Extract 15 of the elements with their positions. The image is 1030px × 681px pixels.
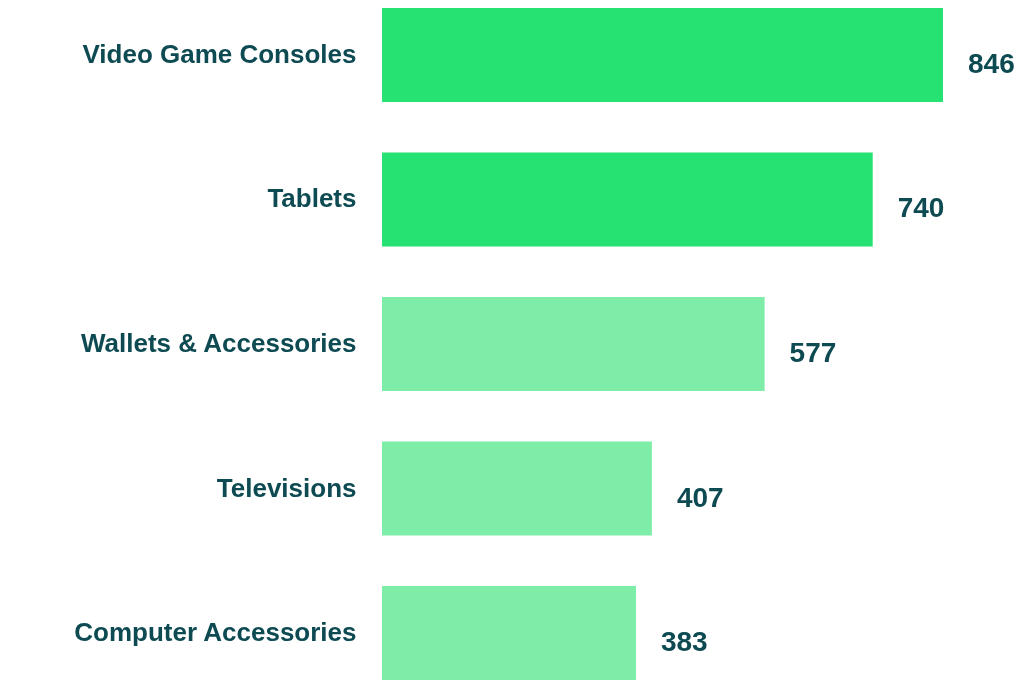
data-label: 740 bbox=[897, 192, 945, 224]
bar bbox=[382, 152, 873, 247]
y-tick-label: Tablets bbox=[267, 183, 357, 214]
bar bbox=[382, 297, 765, 391]
bar bbox=[382, 8, 943, 102]
data-label: 846 bbox=[968, 47, 1015, 79]
data-label: 383 bbox=[660, 626, 708, 658]
bar bbox=[382, 441, 652, 536]
y-tick-label: Televisions bbox=[216, 472, 357, 503]
data-label: 577 bbox=[789, 337, 837, 368]
y-tick-label: Wallets & Accessories bbox=[80, 328, 357, 358]
y-tick-label: Computer Accessories bbox=[74, 617, 357, 648]
data-label: 407 bbox=[676, 481, 724, 513]
y-tick-label: Video Game Consoles bbox=[82, 38, 357, 69]
bar bbox=[382, 586, 636, 680]
